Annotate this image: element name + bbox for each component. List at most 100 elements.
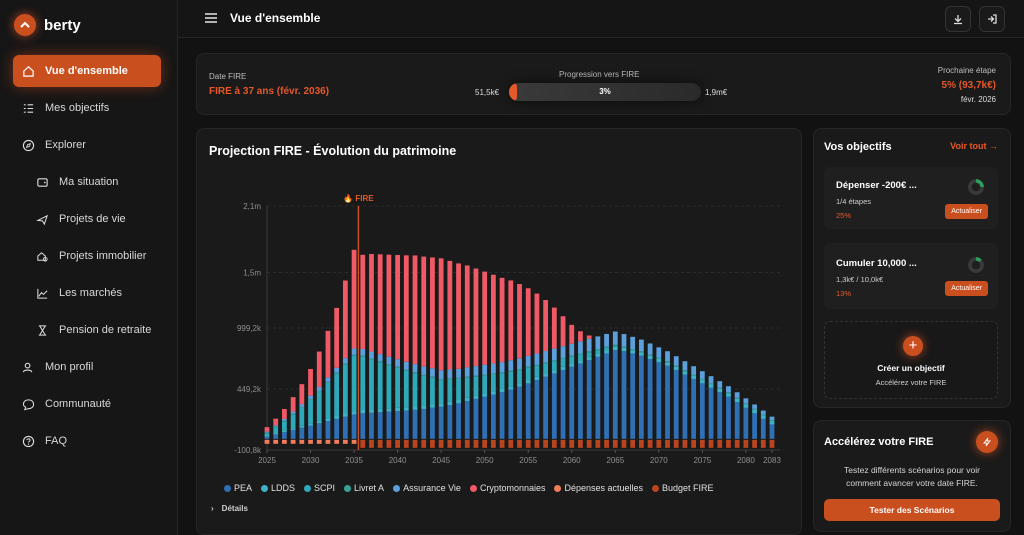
sidebar-item-faq[interactable]: FAQ [13,425,161,457]
sidebar-nav: Vue d'ensemble Mes objectifs Explorer Ma… [13,55,161,462]
bar-segment [490,363,496,374]
sidebar-item-overview[interactable]: Vue d'ensemble [13,55,161,87]
expense-bar [621,439,627,448]
legend-item[interactable]: Cryptomonnaies [469,483,546,493]
sidebar-item-markets[interactable]: Les marchés [13,277,161,309]
bar-segment [612,331,618,345]
legend-item[interactable]: Livret A [344,483,384,493]
expense-bar [534,439,540,448]
legend-dot-icon [261,485,269,493]
bar-segment [403,410,409,439]
expense-bar [551,439,557,448]
legend-label: Cryptomonnaies [479,483,546,493]
bar-segment [665,362,670,366]
objective-item[interactable]: Cumuler 10,000 ... 1,3k€ / 10,0k€ 13% Ac… [824,243,998,309]
sidebar-item-explorer[interactable]: Explorer [13,129,161,161]
bar-segment [351,414,357,439]
logout-button[interactable] [979,6,1005,32]
sidebar-item-life-projects[interactable]: Projets de vie [13,203,161,235]
expense-bar [273,439,279,444]
download-button[interactable] [945,6,971,32]
bar-segment [743,404,749,408]
bar-segment [369,351,374,359]
sidebar-item-pension[interactable]: Pension de retraite [13,314,161,346]
objective-sub: 1/4 étapes [836,197,872,206]
bar-segment [334,367,340,373]
legend-label: Assurance Vie [403,483,461,493]
bar-segment [377,354,383,362]
bar-segment [586,351,592,353]
objective-name: Dépenser -200€ ... [836,180,917,191]
sidebar-item-objectives[interactable]: Mes objectifs [13,92,161,124]
legend-item[interactable]: LDDS [261,483,295,493]
legend-item[interactable]: Dépenses actuelles [554,483,643,493]
bar-segment [647,354,653,356]
bar-segment [377,254,383,355]
bar-segment [525,366,531,368]
sidebar-item-real-estate[interactable]: Projets immobilier [13,240,161,272]
bar-segment [325,377,331,382]
bar-segment [726,393,731,397]
bar-segment [551,307,557,349]
test-scenarios-button[interactable]: Tester des Scénarios [824,499,1000,521]
bar-segment [569,363,575,367]
x-tick-label: 2030 [302,456,320,465]
update-button[interactable]: Actualiser [945,281,988,296]
sidebar-item-profile[interactable]: Mon profil [13,351,161,383]
bar-segment [639,339,644,352]
bar-segment [612,350,618,439]
bar-segment [656,358,662,363]
sidebar-item-situation[interactable]: Ma situation [13,166,161,198]
user-icon [22,362,33,372]
bar-segment [395,366,400,368]
menu-icon[interactable] [202,9,220,27]
bar-segment [456,368,461,378]
expense-bar [299,439,305,444]
legend-dot-icon [304,485,312,493]
objective-item[interactable]: Dépenser -200€ ... 1/4 étapes 25% Actual… [824,167,998,229]
bar-segment [508,280,514,361]
bar-segment [299,404,305,407]
sidebar-item-community[interactable]: Communauté [13,388,161,420]
bar-segment [377,362,383,409]
projection-chart-card: Projection FIRE - Évolution du patrimoin… [196,128,802,535]
legend-item[interactable]: SCPI [304,483,335,493]
legend-item[interactable]: Assurance Vie [393,483,461,493]
bar-segment [412,409,418,439]
bar-segment [586,352,592,357]
brand[interactable]: berty [14,14,81,36]
bar-segment [769,424,775,439]
x-tick-label: 2045 [432,456,450,465]
expense-bar [595,439,601,448]
bar-segment [412,255,418,365]
bar-segment [569,343,575,356]
expense-bar [743,439,749,448]
bar-segment [430,404,435,408]
bar-segment [508,371,514,387]
bar-segment [473,366,479,376]
bar-segment [621,346,627,348]
bar-segment [290,413,296,415]
bar-segment [447,379,453,402]
bar-segment [699,378,705,381]
fire-date-label: Date FIRE [209,72,247,81]
legend-item[interactable]: PEA [224,483,252,493]
legend-item[interactable]: Budget FIRE [652,483,714,493]
bar-segment [290,429,296,439]
details-toggle[interactable]: › Détails [211,504,248,513]
bar-segment [508,360,514,371]
expense-bar [673,439,679,448]
bar-segment [604,350,609,354]
bar-segment [760,414,766,416]
legend-dot-icon [469,485,477,493]
sidebar: berty Vue d'ensemble Mes objectifs Explo… [0,0,178,535]
plus-icon: + [903,336,923,356]
bar-segment [334,418,340,439]
bar-segment [464,367,470,377]
see-all-link[interactable]: Voir tout → [950,141,998,151]
bar-segment [403,407,409,411]
update-button[interactable]: Actualiser [945,204,988,219]
create-objective-tile[interactable]: + Créer un objectif Accélérez votre FIRE [824,321,998,399]
bar-segment [430,368,435,377]
bar-segment [438,378,444,381]
